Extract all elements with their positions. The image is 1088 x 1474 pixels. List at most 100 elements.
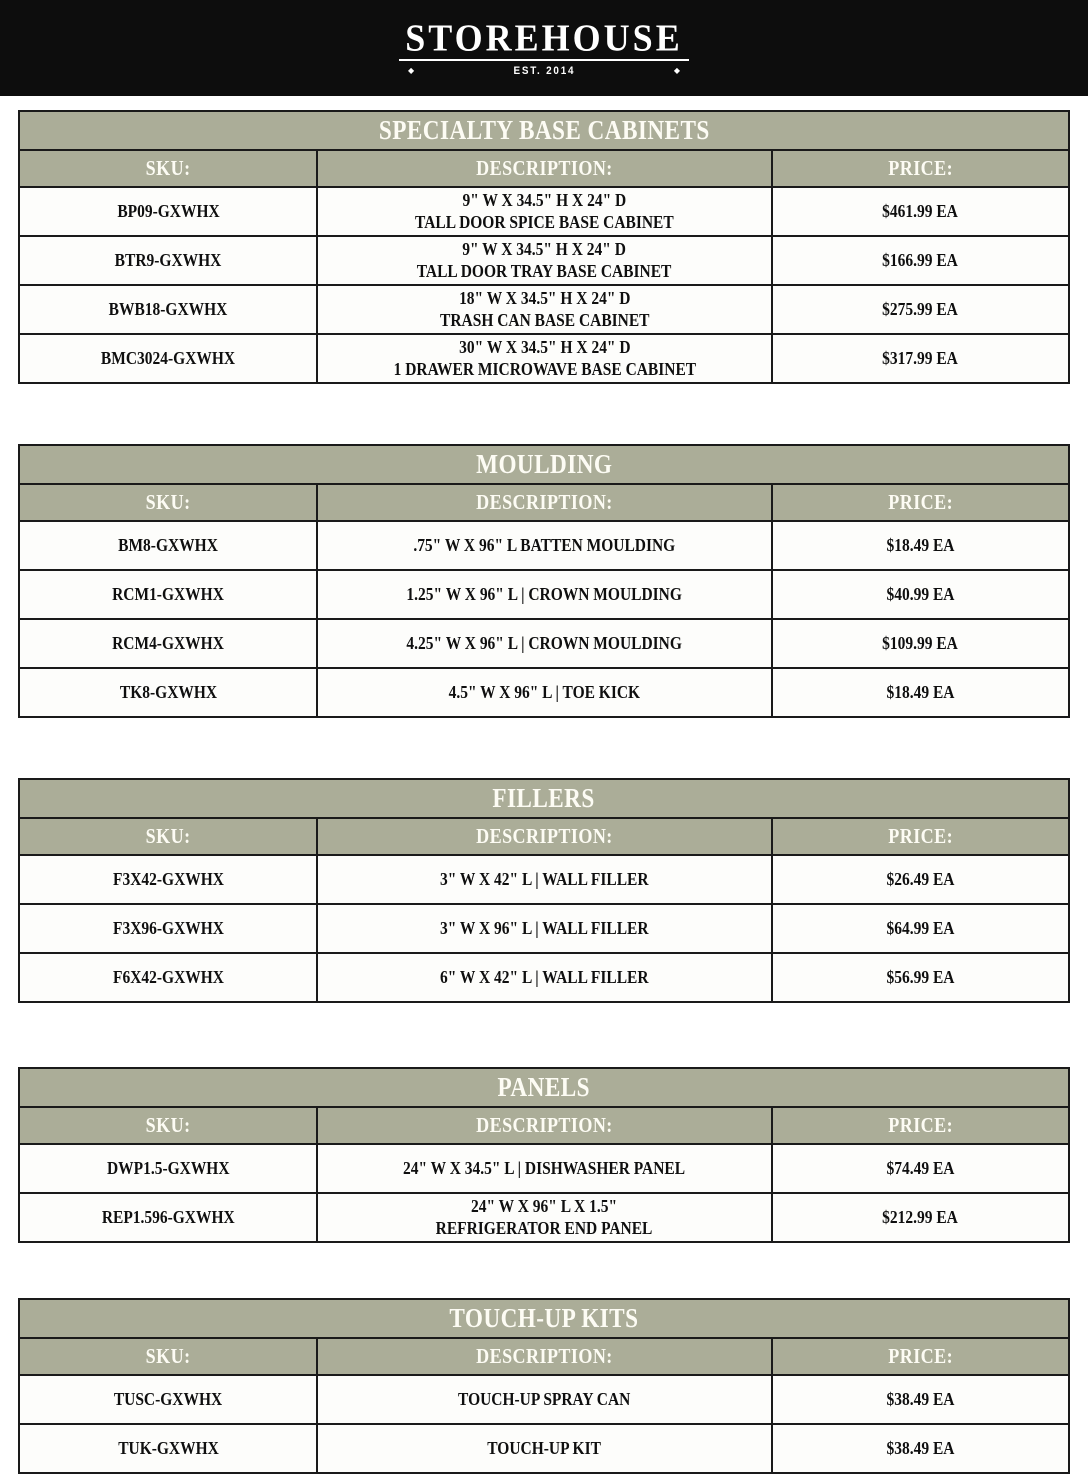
table-title: MOULDING — [18, 444, 1070, 485]
sku-cell: RCM4-GXWHX — [17, 618, 319, 669]
column-header-price: PRICE: — [770, 149, 1071, 188]
price-cell: $56.99 EA — [770, 952, 1071, 1003]
table-row: BTR9-GXWHX 9" W X 34.5" H X 24" D TALL D… — [17, 235, 1071, 286]
table-row: F3X42-GXWHX 3" W X 42" L | WALL FILLER $… — [17, 854, 1071, 905]
sku-cell: F3X42-GXWHX — [17, 854, 319, 905]
description-cell: 24" W X 96" L X 1.5" REFRIGERATOR END PA… — [316, 1192, 773, 1243]
column-header-description: DESCRIPTION: — [316, 817, 773, 856]
table-row: BP09-GXWHX 9" W X 34.5" H X 24" D TALL D… — [17, 186, 1071, 237]
description-cell: 1.25" W X 96" L | CROWN MOULDING — [316, 569, 773, 620]
table-title: TOUCH-UP KITS — [18, 1298, 1070, 1339]
description-cell: TOUCH-UP KIT — [316, 1423, 773, 1474]
sku-cell: REP1.596-GXWHX — [17, 1192, 319, 1243]
price-cell: $74.49 EA — [770, 1143, 1071, 1194]
table-title-row: TOUCH-UP KITS — [18, 1298, 1070, 1339]
price-cell: $18.49 EA — [770, 520, 1071, 571]
price-cell: $64.99 EA — [770, 903, 1071, 954]
price-cell: $461.99 EA — [770, 186, 1071, 237]
sku-cell: F3X96-GXWHX — [17, 903, 319, 954]
description-cell: .75" W X 96" L BATTEN MOULDING — [316, 520, 773, 571]
column-header-description: DESCRIPTION: — [316, 1106, 773, 1145]
column-header-row: SKU: DESCRIPTION: PRICE: — [17, 1106, 1071, 1145]
column-header-description: DESCRIPTION: — [316, 483, 773, 522]
sku-cell: F6X42-GXWHX — [17, 952, 319, 1003]
price-cell: $38.49 EA — [770, 1423, 1071, 1474]
sku-cell: TUSC-GXWHX — [17, 1374, 319, 1425]
price-cell: $26.49 EA — [770, 854, 1071, 905]
column-header-price: PRICE: — [770, 1106, 1071, 1145]
brand-established: EST. 2014 — [513, 64, 575, 77]
price-cell: $166.99 EA — [770, 235, 1071, 286]
table-row: REP1.596-GXWHX 24" W X 96" L X 1.5" REFR… — [17, 1192, 1071, 1243]
sku-cell: BP09-GXWHX — [17, 186, 319, 237]
table-row: TUSC-GXWHX TOUCH-UP SPRAY CAN $38.49 EA — [17, 1374, 1071, 1425]
column-header-sku: SKU: — [17, 1337, 319, 1376]
column-header-sku: SKU: — [17, 817, 319, 856]
price-cell: $40.99 EA — [770, 569, 1071, 620]
table-row: BM8-GXWHX .75" W X 96" L BATTEN MOULDING… — [17, 520, 1071, 571]
diamond-icon: ◆ — [673, 65, 680, 75]
table-title: FILLERS — [18, 778, 1070, 819]
brand-subline: ◆ EST. 2014 ◆ — [408, 65, 680, 77]
sku-cell: TUK-GXWHX — [17, 1423, 319, 1474]
logo-divider — [399, 58, 689, 61]
price-cell: $18.49 EA — [770, 667, 1071, 718]
sku-cell: RCM1-GXWHX — [17, 569, 319, 620]
table-row: BMC3024-GXWHX 30" W X 34.5" H X 24" D 1 … — [17, 333, 1071, 384]
table-title-row: SPECIALTY BASE CABINETS — [18, 110, 1070, 151]
table-title-row: PANELS — [18, 1067, 1070, 1108]
price-list-content: SPECIALTY BASE CABINETS SKU: DESCRIPTION… — [0, 110, 1088, 1474]
sku-cell: DWP1.5-GXWHX — [17, 1143, 319, 1194]
table-row: DWP1.5-GXWHX 24" W X 34.5" L | DISHWASHE… — [17, 1143, 1071, 1194]
sku-cell: BM8-GXWHX — [17, 520, 319, 571]
table-fillers: FILLERS SKU: DESCRIPTION: PRICE: F3X42-G… — [17, 778, 1071, 1003]
table-row: RCM1-GXWHX 1.25" W X 96" L | CROWN MOULD… — [17, 569, 1071, 620]
table-row: BWB18-GXWHX 18" W X 34.5" H X 24" D TRAS… — [17, 284, 1071, 335]
table-specialty-base-cabinets: SPECIALTY BASE CABINETS SKU: DESCRIPTION… — [17, 110, 1071, 384]
table-row: TK8-GXWHX 4.5" W X 96" L | TOE KICK $18.… — [17, 667, 1071, 718]
column-header-sku: SKU: — [17, 149, 319, 188]
table-panels: PANELS SKU: DESCRIPTION: PRICE: DWP1.5-G… — [17, 1067, 1071, 1243]
column-header-sku: SKU: — [17, 483, 319, 522]
price-cell: $38.49 EA — [770, 1374, 1071, 1425]
description-cell: 9" W X 34.5" H X 24" D TALL DOOR TRAY BA… — [316, 235, 773, 286]
table-moulding: MOULDING SKU: DESCRIPTION: PRICE: BM8-GX… — [17, 444, 1071, 718]
column-header-price: PRICE: — [770, 1337, 1071, 1376]
table-row: F3X96-GXWHX 3" W X 96" L | WALL FILLER $… — [17, 903, 1071, 954]
column-header-row: SKU: DESCRIPTION: PRICE: — [17, 483, 1071, 522]
description-cell: 3" W X 96" L | WALL FILLER — [316, 903, 773, 954]
table-title: PANELS — [18, 1067, 1070, 1108]
description-cell: TOUCH-UP SPRAY CAN — [316, 1374, 773, 1425]
table-title-row: FILLERS — [18, 778, 1070, 819]
brand-header-band: STOREHOUSE ◆ EST. 2014 ◆ — [0, 0, 1088, 96]
price-cell: $275.99 EA — [770, 284, 1071, 335]
table-title: SPECIALTY BASE CABINETS — [18, 110, 1070, 151]
description-cell: 30" W X 34.5" H X 24" D 1 DRAWER MICROWA… — [316, 333, 773, 384]
price-cell: $317.99 EA — [770, 333, 1071, 384]
brand-logo: STOREHOUSE — [405, 16, 683, 59]
column-header-price: PRICE: — [770, 817, 1071, 856]
table-touch-up-kits: TOUCH-UP KITS SKU: DESCRIPTION: PRICE: T… — [17, 1298, 1071, 1474]
description-cell: 9" W X 34.5" H X 24" D TALL DOOR SPICE B… — [316, 186, 773, 237]
column-header-description: DESCRIPTION: — [316, 149, 773, 188]
description-cell: 6" W X 42" L | WALL FILLER — [316, 952, 773, 1003]
table-row: F6X42-GXWHX 6" W X 42" L | WALL FILLER $… — [17, 952, 1071, 1003]
description-cell: 24" W X 34.5" L | DISHWASHER PANEL — [316, 1143, 773, 1194]
column-header-row: SKU: DESCRIPTION: PRICE: — [17, 817, 1071, 856]
column-header-sku: SKU: — [17, 1106, 319, 1145]
description-cell: 4.25" W X 96" L | CROWN MOULDING — [316, 618, 773, 669]
table-row: TUK-GXWHX TOUCH-UP KIT $38.49 EA — [17, 1423, 1071, 1474]
column-header-row: SKU: DESCRIPTION: PRICE: — [17, 1337, 1071, 1376]
description-cell: 3" W X 42" L | WALL FILLER — [316, 854, 773, 905]
diamond-icon: ◆ — [408, 65, 415, 75]
sku-cell: BWB18-GXWHX — [17, 284, 319, 335]
sku-cell: BTR9-GXWHX — [17, 235, 319, 286]
sku-cell: BMC3024-GXWHX — [17, 333, 319, 384]
price-cell: $109.99 EA — [770, 618, 1071, 669]
column-header-row: SKU: DESCRIPTION: PRICE: — [17, 149, 1071, 188]
table-title-row: MOULDING — [18, 444, 1070, 485]
description-cell: 18" W X 34.5" H X 24" D TRASH CAN BASE C… — [316, 284, 773, 335]
description-cell: 4.5" W X 96" L | TOE KICK — [316, 667, 773, 718]
sku-cell: TK8-GXWHX — [17, 667, 319, 718]
